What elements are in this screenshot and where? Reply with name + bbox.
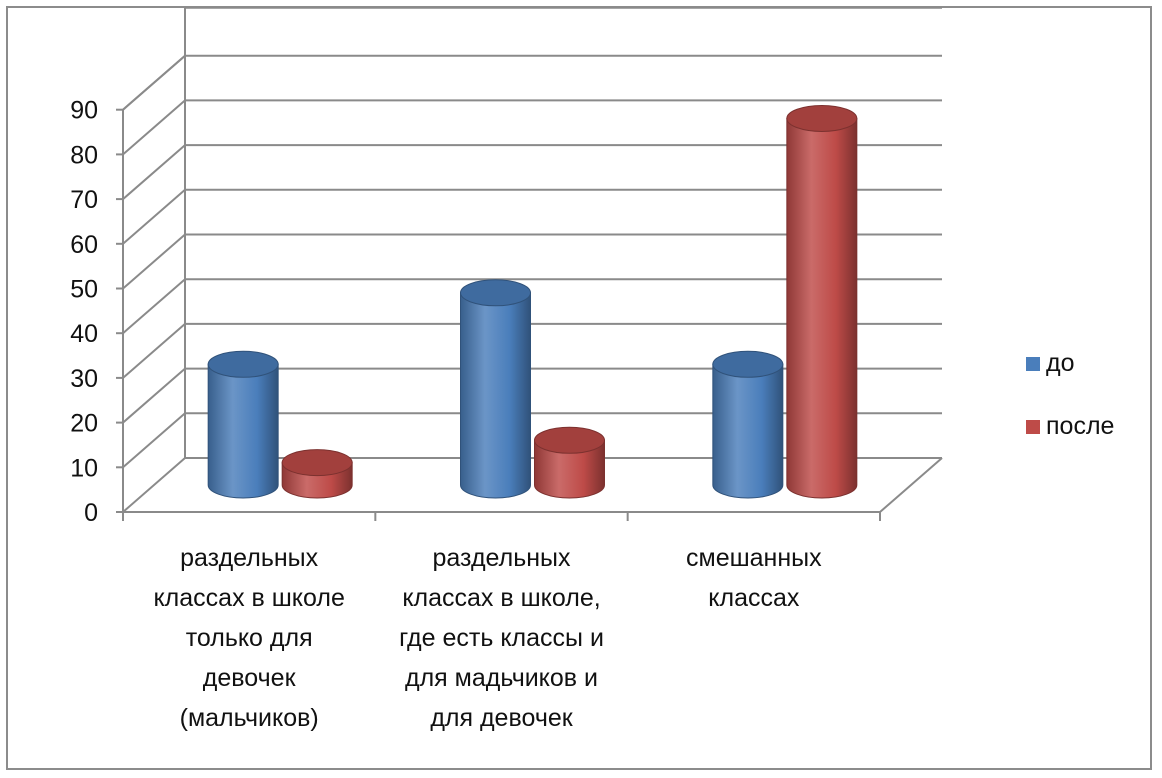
legend-item-до: до — [1026, 349, 1075, 377]
chart-walls — [122, 6, 942, 512]
category-label-1: раздельных классах в школе только для девоч… — [153, 544, 344, 732]
legend-item-после: после — [1026, 412, 1114, 440]
y-tick-label: 60 — [70, 231, 98, 259]
legend: до после — [1026, 349, 1114, 440]
y-axis-ticks: 0 10 20 30 40 50 60 70 80 90 — [70, 97, 123, 527]
bar-после-3 — [786, 104, 858, 499]
axes — [122, 457, 943, 521]
y-tick-label: 70 — [70, 186, 98, 214]
legend-label: после — [1046, 412, 1114, 440]
y-tick-label: 20 — [70, 410, 98, 438]
y-tick-label: 40 — [70, 320, 98, 348]
y-tick-label: 30 — [70, 365, 98, 393]
legend-swatch — [1026, 357, 1040, 371]
bars — [207, 104, 858, 499]
category-label-3: смешанных классах — [686, 544, 822, 612]
gridline — [122, 54, 942, 111]
category-label-2: раздельных классах в школе, где есть класс… — [399, 544, 604, 732]
category-labels: раздельных классах в школе только для девоч… — [153, 544, 822, 732]
bar-после-1 — [281, 449, 353, 499]
legend-swatch — [1026, 420, 1040, 434]
gridline — [122, 99, 942, 156]
y-tick-label: 90 — [70, 97, 98, 125]
bar-после-2 — [534, 426, 605, 499]
bar-до-3 — [712, 350, 784, 499]
y-tick-label: 80 — [70, 141, 98, 169]
y-tick-label: 0 — [84, 499, 98, 527]
bar-до-2 — [460, 279, 531, 499]
chart-frame — [6, 6, 1152, 770]
bar-до-1 — [207, 350, 279, 499]
legend-label: до — [1046, 349, 1075, 377]
y-tick-label: 50 — [70, 276, 98, 304]
y-tick-label: 10 — [70, 454, 98, 482]
floor-right-edge — [879, 457, 943, 513]
